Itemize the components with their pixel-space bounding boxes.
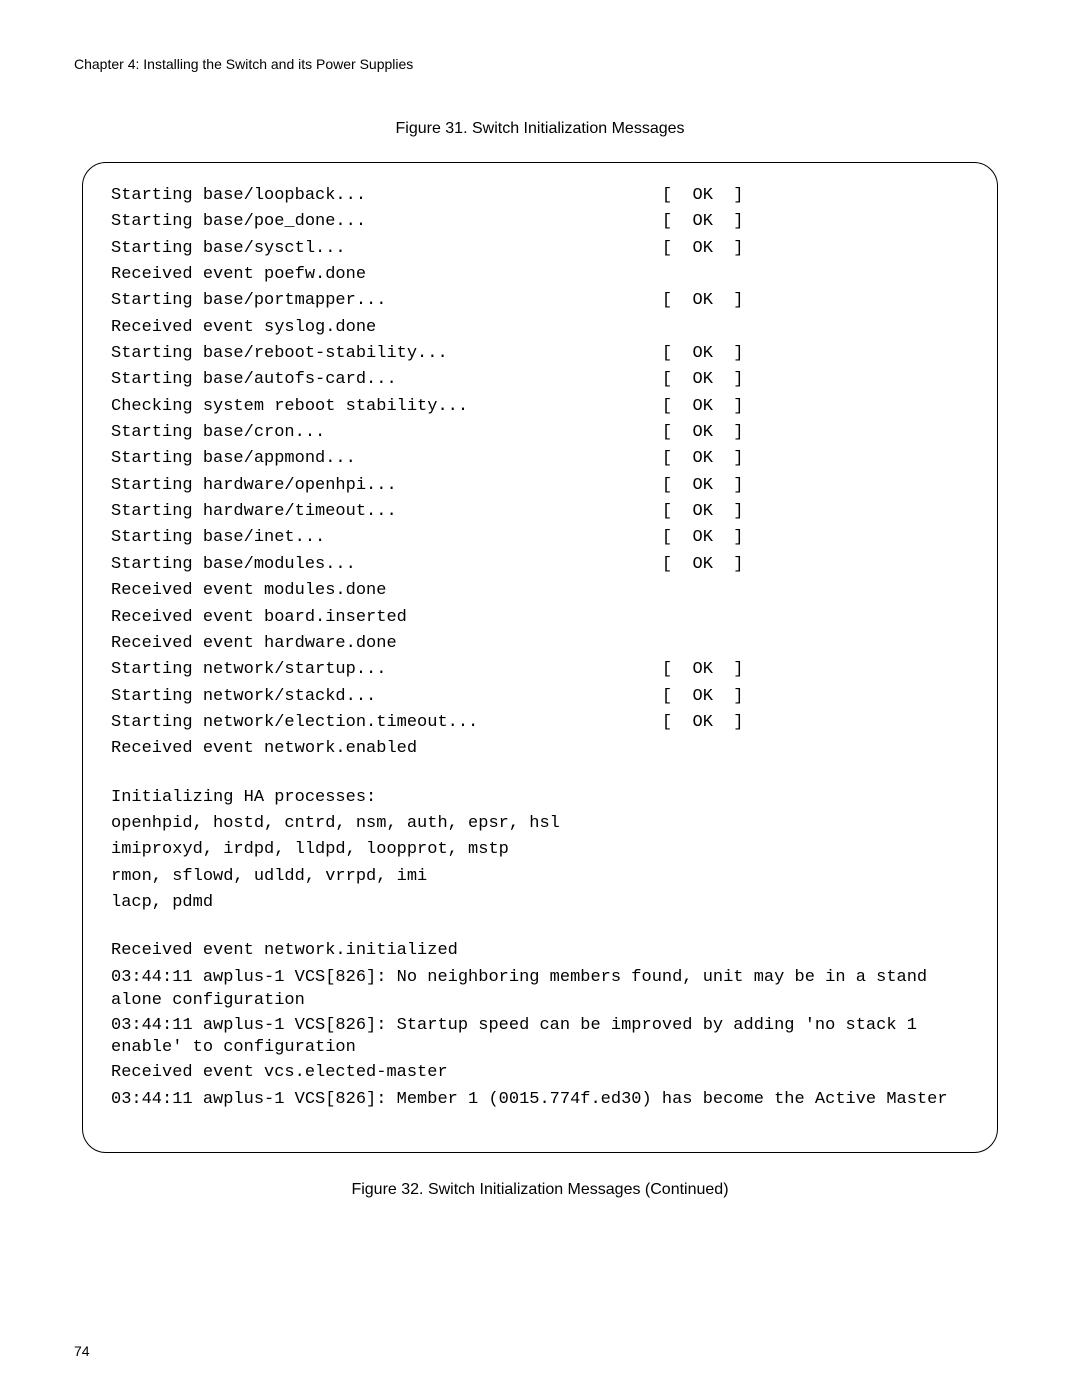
blank-line — [111, 763, 969, 785]
console-line: 03:44:11 awplus-1 VCS[826]: No neighbori… — [111, 967, 969, 1013]
status-ok: [ OK ] — [662, 473, 744, 499]
status-ok: [ OK ] — [662, 552, 744, 578]
status-ok: [ OK ] — [662, 183, 744, 209]
console-line: Starting base/appmond... [ OK ] — [111, 446, 969, 472]
status-ok: [ OK ] — [662, 525, 744, 551]
console-message: Received event modules.done — [111, 578, 386, 604]
console-line: Received event vcs.elected-master — [111, 1060, 969, 1086]
console-message: rmon, sflowd, udldd, vrrpd, imi — [111, 864, 427, 890]
console-line: imiproxyd, irdpd, lldpd, loopprot, mstp — [111, 837, 969, 863]
console-line: openhpid, hostd, cntrd, nsm, auth, epsr,… — [111, 811, 969, 837]
console-line: Received event modules.done — [111, 578, 969, 604]
console-message: Received event board.inserted — [111, 605, 407, 631]
console-message: Received event network.enabled — [111, 736, 417, 762]
console-line: 03:44:11 awplus-1 VCS[826]: Startup spee… — [111, 1015, 969, 1061]
console-line: Checking system reboot stability... [ OK… — [111, 394, 969, 420]
console-message: Checking system reboot stability... — [111, 394, 662, 420]
console-line: 03:44:11 awplus-1 VCS[826]: Member 1 (00… — [111, 1089, 969, 1112]
console-line: Received event poefw.done — [111, 262, 969, 288]
console-message: Starting network/election.timeout... — [111, 710, 662, 736]
console-line: Starting network/election.timeout... [ O… — [111, 710, 969, 736]
console-line: Starting network/startup... [ OK ] — [111, 657, 969, 683]
console-line: Starting base/modules... [ OK ] — [111, 552, 969, 578]
status-ok: [ OK ] — [662, 420, 744, 446]
console-line: Starting hardware/openhpi... [ OK ] — [111, 473, 969, 499]
console-line: Starting base/reboot-stability... [ OK ] — [111, 341, 969, 367]
status-ok: [ OK ] — [662, 341, 744, 367]
blank-line — [111, 916, 969, 938]
console-message: Received event hardware.done — [111, 631, 397, 657]
console-message: Starting base/reboot-stability... — [111, 341, 662, 367]
status-ok: [ OK ] — [662, 446, 744, 472]
console-line: rmon, sflowd, udldd, vrrpd, imi — [111, 864, 969, 890]
console-line: Starting base/sysctl... [ OK ] — [111, 236, 969, 262]
status-ok: [ OK ] — [662, 710, 744, 736]
chapter-header: Chapter 4: Installing the Switch and its… — [74, 56, 1006, 72]
console-line: Received event network.initialized — [111, 938, 969, 964]
console-line: Received event syslog.done — [111, 315, 969, 341]
console-message: Starting base/modules... — [111, 552, 662, 578]
console-message: Starting hardware/timeout... — [111, 499, 662, 525]
status-ok: [ OK ] — [662, 367, 744, 393]
console-message: Starting base/portmapper... — [111, 288, 662, 314]
console-message: Starting base/loopback... — [111, 183, 662, 209]
console-line: lacp, pdmd — [111, 890, 969, 916]
status-ok: [ OK ] — [662, 684, 744, 710]
console-message: Starting base/cron... — [111, 420, 662, 446]
console-line: Received event hardware.done — [111, 631, 969, 657]
status-ok: [ OK ] — [662, 499, 744, 525]
console-message: openhpid, hostd, cntrd, nsm, auth, epsr,… — [111, 811, 560, 837]
page-number: 74 — [74, 1343, 90, 1359]
console-message: Starting base/inet... — [111, 525, 662, 551]
console-message: Starting base/poe_done... — [111, 209, 662, 235]
console-message: Received event syslog.done — [111, 315, 376, 341]
console-message: Starting base/autofs-card... — [111, 367, 662, 393]
console-line: Received event board.inserted — [111, 605, 969, 631]
console-line: Initializing HA processes: — [111, 785, 969, 811]
console-line: Starting base/loopback... [ OK ] — [111, 183, 969, 209]
status-ok: [ OK ] — [662, 288, 744, 314]
console-message: Starting base/sysctl... — [111, 236, 662, 262]
figure-caption-2: Figure 32. Switch Initialization Message… — [74, 1181, 1006, 1199]
console-line: Starting hardware/timeout... [ OK ] — [111, 499, 969, 525]
status-ok: [ OK ] — [662, 209, 744, 235]
console-message: Starting network/stackd... — [111, 684, 662, 710]
status-ok: [ OK ] — [662, 657, 744, 683]
status-ok: [ OK ] — [662, 394, 744, 420]
console-message: imiproxyd, irdpd, lldpd, loopprot, mstp — [111, 837, 509, 863]
console-output-box: Starting base/loopback... [ OK ]Starting… — [82, 162, 998, 1153]
console-message: Starting base/appmond... — [111, 446, 662, 472]
console-message: Received event network.initialized — [111, 938, 458, 964]
console-line: Starting base/inet... [ OK ] — [111, 525, 969, 551]
console-message: Starting network/startup... — [111, 657, 662, 683]
console-line: Received event network.enabled — [111, 736, 969, 762]
status-ok: [ OK ] — [662, 236, 744, 262]
page: Chapter 4: Installing the Switch and its… — [0, 0, 1080, 1397]
console-line: Starting base/cron... [ OK ] — [111, 420, 969, 446]
console-message: Initializing HA processes: — [111, 785, 376, 811]
console-line: Starting base/portmapper... [ OK ] — [111, 288, 969, 314]
console-line: Starting base/autofs-card... [ OK ] — [111, 367, 969, 393]
console-line: Starting base/poe_done... [ OK ] — [111, 209, 969, 235]
figure-caption-1: Figure 31. Switch Initialization Message… — [74, 120, 1006, 138]
console-message: Received event vcs.elected-master — [111, 1060, 448, 1086]
console-message: Starting hardware/openhpi... — [111, 473, 662, 499]
console-line: Starting network/stackd... [ OK ] — [111, 684, 969, 710]
console-message: lacp, pdmd — [111, 890, 213, 916]
console-message: Received event poefw.done — [111, 262, 366, 288]
